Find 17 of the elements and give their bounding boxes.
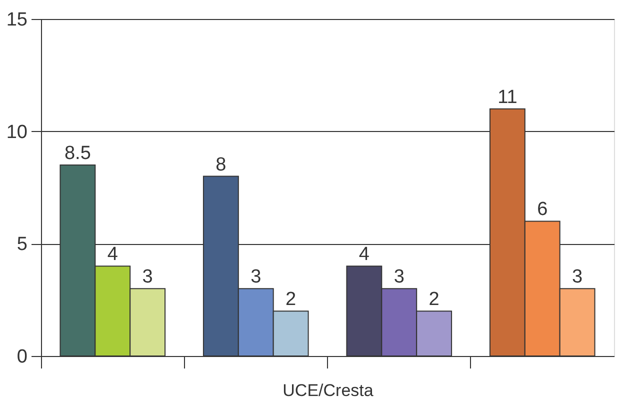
data-label: 4 xyxy=(107,244,118,266)
data-label: 3 xyxy=(394,266,404,288)
y-tick-label: 0 xyxy=(16,346,28,368)
data-label: 8.5 xyxy=(64,143,91,164)
data-label: 6 xyxy=(537,199,548,220)
data-label: 11 xyxy=(498,86,518,108)
data-label: 2 xyxy=(286,289,296,310)
data-label: 3 xyxy=(142,266,153,288)
data-label: 4 xyxy=(358,244,370,266)
y-tick-label: 5 xyxy=(16,234,28,256)
data-label: 2 xyxy=(428,289,440,310)
y-tick-label: 10 xyxy=(6,122,28,143)
data-label: 8 xyxy=(216,154,226,176)
x-axis-title: UCE/Cresta xyxy=(282,381,374,400)
y-tick-label: 15 xyxy=(6,10,28,30)
data-label: 3 xyxy=(250,266,262,288)
data-label: 3 xyxy=(572,266,583,288)
